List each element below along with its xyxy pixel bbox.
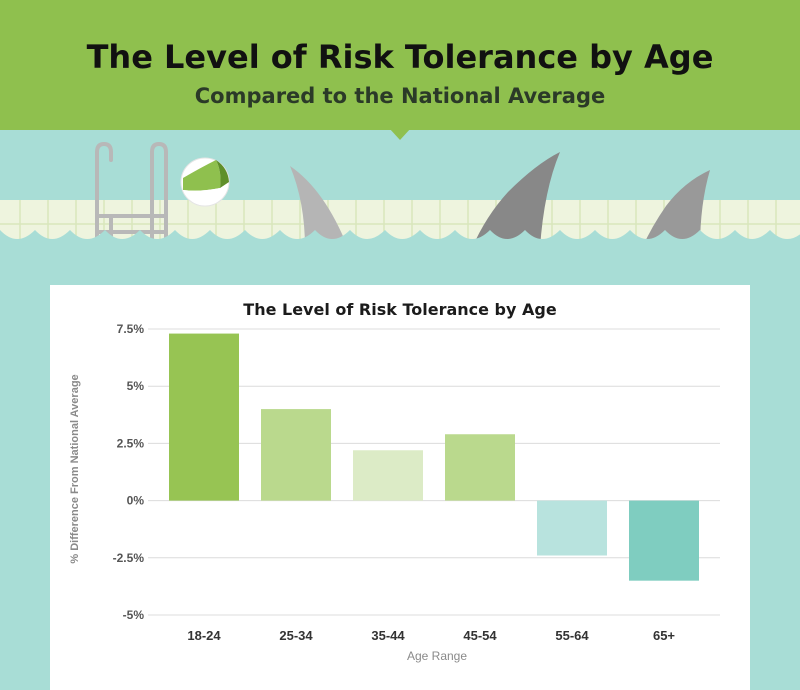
chart-title: The Level of Risk Tolerance by Age xyxy=(243,300,557,319)
shark-fin-center xyxy=(472,152,560,248)
header-notch xyxy=(389,128,411,140)
y-tick-label: -5% xyxy=(123,608,145,622)
chart-card: The Level of Risk Tolerance by Age 7.5% 5… xyxy=(50,285,750,690)
bar-18-24 xyxy=(169,333,239,501)
y-tick-label: 5% xyxy=(127,379,145,393)
y-tick-label: 7.5% xyxy=(117,322,145,336)
x-tick-label: 25-34 xyxy=(279,628,313,643)
y-tick-label: 2.5% xyxy=(117,436,145,450)
x-tick-label: 55-64 xyxy=(555,628,589,643)
x-tick-label: 18-24 xyxy=(187,628,221,643)
x-tick-label: 35-44 xyxy=(371,628,405,643)
bar-45-54 xyxy=(445,434,515,501)
shark-fin-right xyxy=(642,170,710,248)
shark-fin-left xyxy=(290,166,348,248)
pool-illustration xyxy=(0,141,800,290)
bar-chart: The Level of Risk Tolerance by Age 7.5% 5… xyxy=(69,300,720,663)
bar-65+ xyxy=(629,500,699,581)
page-subtitle: Compared to the National Average xyxy=(194,84,606,108)
bar-25-34 xyxy=(261,409,331,501)
x-axis-label: Age Range xyxy=(407,649,467,663)
bar-55-64 xyxy=(537,500,607,556)
beach-ball-icon xyxy=(180,157,230,207)
y-tick-label: -2.5% xyxy=(113,551,145,565)
header-banner: The Level of Risk Tolerance by Age Compa… xyxy=(0,0,800,130)
y-tick-label: 0% xyxy=(127,494,145,508)
water-surface xyxy=(0,230,800,290)
pool-ladder xyxy=(95,141,168,242)
y-axis-label: % Difference From National Average xyxy=(69,374,81,563)
x-tick-label: 45-54 xyxy=(463,628,497,643)
x-tick-label: 65+ xyxy=(653,628,675,643)
bar-35-44 xyxy=(353,450,423,501)
page-title: The Level of Risk Tolerance by Age xyxy=(86,38,714,76)
